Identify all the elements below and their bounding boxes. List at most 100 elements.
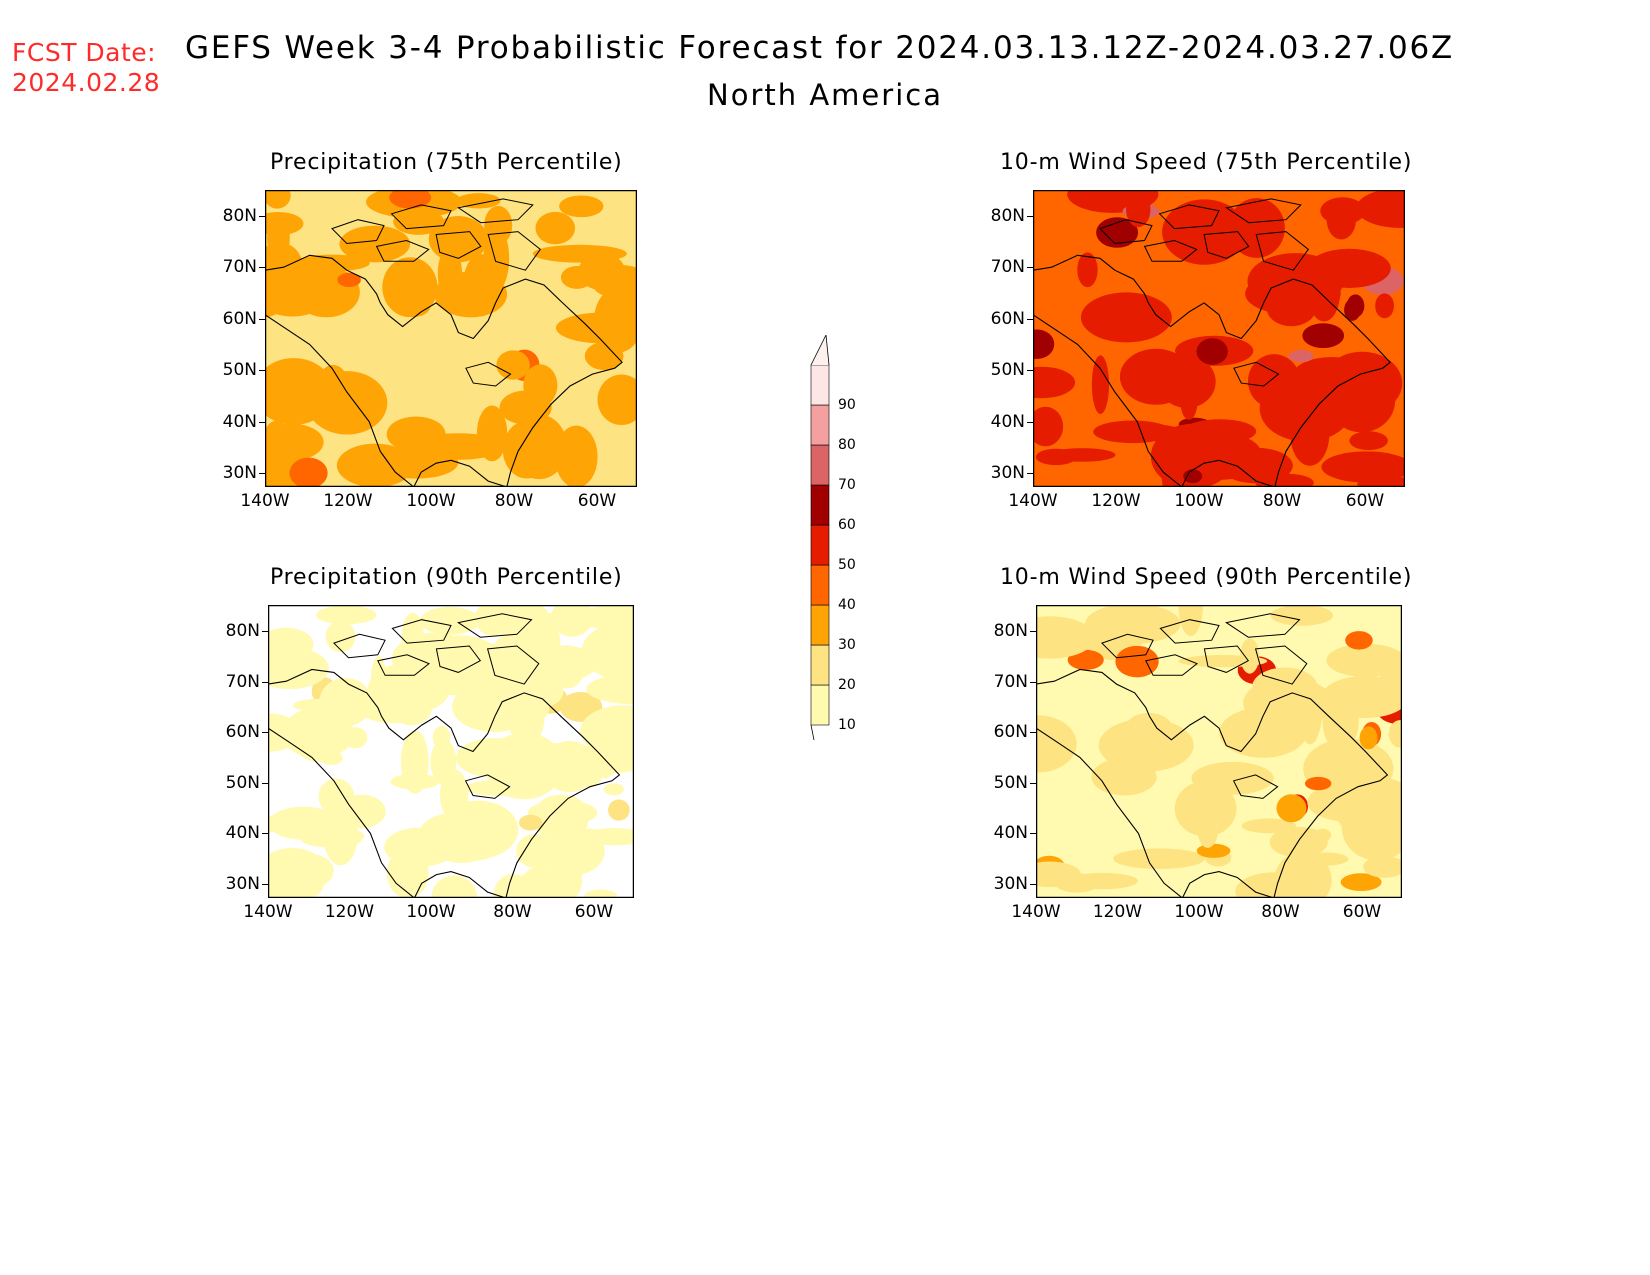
map-field-blob bbox=[431, 875, 478, 898]
map-field-blob bbox=[1345, 631, 1373, 650]
lat-tick bbox=[1030, 732, 1036, 734]
map-field-blob bbox=[1096, 217, 1139, 248]
lon-tick-label: 80W bbox=[493, 902, 532, 922]
map-field-blob bbox=[586, 674, 634, 705]
map-field-blob bbox=[1363, 856, 1402, 878]
colorbar-segment bbox=[810, 684, 830, 726]
lon-tick-label: 140W bbox=[1008, 491, 1058, 511]
map-field-blob bbox=[603, 783, 624, 796]
map-field-blob bbox=[475, 605, 514, 637]
map-field-blob bbox=[1266, 290, 1316, 327]
map-field-blob bbox=[1036, 616, 1095, 659]
map-field-blob bbox=[1196, 338, 1228, 365]
lon-tick-label: 140W bbox=[240, 491, 290, 511]
map-field-blob bbox=[1067, 872, 1138, 890]
map-field-blob bbox=[1122, 723, 1163, 747]
map-field-blob bbox=[319, 677, 372, 727]
map-field-blob bbox=[439, 769, 469, 821]
map-field-blob bbox=[1340, 873, 1382, 891]
map-field-blob bbox=[1113, 848, 1205, 869]
map-field-blob bbox=[389, 190, 432, 209]
forecast-date-value: 2024.02.28 bbox=[12, 68, 161, 97]
lat-tick bbox=[259, 421, 265, 423]
lat-tick-label: 70N bbox=[993, 671, 1028, 692]
page-subtitle: North America bbox=[707, 78, 943, 112]
colorbar-label: 90 bbox=[838, 397, 856, 413]
map-field-blob bbox=[535, 211, 576, 245]
coastline bbox=[268, 668, 621, 898]
lat-tick-label: 50N bbox=[225, 772, 260, 793]
map-field-blob bbox=[1247, 354, 1301, 409]
island-outline bbox=[1203, 645, 1250, 673]
map-field-blob bbox=[456, 193, 501, 209]
lon-tick-label: 100W bbox=[406, 491, 456, 511]
coastline bbox=[265, 254, 623, 487]
lat-tick-label: 80N bbox=[993, 621, 1028, 641]
lat-tick bbox=[1030, 681, 1036, 683]
lon-tick-label: 100W bbox=[1174, 491, 1224, 511]
map-field-blob bbox=[1093, 420, 1172, 444]
map-field-blob bbox=[493, 873, 534, 898]
map-field-blob bbox=[597, 374, 637, 426]
map-field-blob bbox=[532, 244, 627, 263]
lon-tick-label: 60W bbox=[1342, 902, 1382, 922]
lon-tick-label: 100W bbox=[1174, 902, 1224, 922]
map-field-blob bbox=[1119, 348, 1193, 405]
island-outline bbox=[487, 231, 541, 271]
lat-tick bbox=[262, 833, 268, 835]
lat-tick-label: 60N bbox=[225, 722, 260, 743]
lat-tick bbox=[1030, 884, 1036, 885]
lat-tick-label: 50N bbox=[222, 360, 257, 381]
colorbar-label: 40 bbox=[838, 597, 856, 613]
island-outline bbox=[1233, 361, 1280, 387]
map-field-blob bbox=[265, 358, 334, 425]
lat-tick bbox=[259, 318, 265, 320]
map-field-blob bbox=[1359, 726, 1378, 750]
map-field-blob bbox=[296, 732, 341, 762]
map-field-blob bbox=[425, 812, 499, 863]
colorbar-segment bbox=[810, 524, 830, 566]
map-field-blob bbox=[419, 606, 480, 635]
map-wind-90 bbox=[1036, 605, 1402, 898]
lat-tick-label: 50N bbox=[990, 360, 1025, 381]
island-outline bbox=[1143, 239, 1198, 262]
map-field-blob bbox=[268, 806, 340, 840]
colorbar-label: 30 bbox=[838, 637, 856, 653]
map-field-blob bbox=[1375, 293, 1394, 319]
lat-tick bbox=[262, 631, 268, 632]
map-field-blob bbox=[538, 794, 585, 820]
lat-tick-label: 40N bbox=[993, 823, 1028, 844]
island-outline bbox=[1255, 231, 1309, 271]
colorbar-label: 80 bbox=[838, 437, 856, 453]
lat-tick-label: 30N bbox=[222, 463, 257, 483]
lon-tick-label: 80W bbox=[1261, 902, 1300, 922]
lat-tick bbox=[259, 473, 265, 474]
lat-tick bbox=[1027, 318, 1033, 320]
lat-tick-label: 40N bbox=[222, 411, 257, 432]
map-field-blob bbox=[541, 856, 583, 898]
lat-tick-label: 60N bbox=[990, 308, 1025, 329]
lat-tick-label: 60N bbox=[993, 722, 1028, 743]
island-outline bbox=[1158, 204, 1220, 230]
island-outline bbox=[465, 361, 512, 387]
map-field-blob bbox=[411, 433, 506, 460]
map-field-blob bbox=[337, 272, 361, 287]
forecast-date-label: FCST Date: 2024.02.28 bbox=[12, 38, 160, 98]
map-field-blob bbox=[1067, 649, 1104, 670]
map-field-blob bbox=[386, 848, 429, 898]
colorbar-label: 10 bbox=[838, 717, 856, 733]
map-field-blob bbox=[1349, 431, 1388, 451]
map-field-blob bbox=[484, 205, 513, 245]
lat-tick bbox=[259, 216, 265, 217]
map-field-blob bbox=[1304, 852, 1349, 866]
map-field-blob bbox=[1255, 473, 1314, 487]
map-field-blob bbox=[354, 685, 433, 724]
colorbar-segment bbox=[810, 364, 830, 406]
colorbar-segment bbox=[810, 444, 830, 486]
map-frame bbox=[265, 190, 637, 487]
map-precip-90 bbox=[268, 605, 634, 898]
map-field-blob bbox=[528, 645, 598, 681]
island-outline bbox=[1159, 619, 1220, 644]
colorbar-top-tip bbox=[810, 335, 830, 366]
map-field-blob bbox=[1269, 826, 1328, 858]
